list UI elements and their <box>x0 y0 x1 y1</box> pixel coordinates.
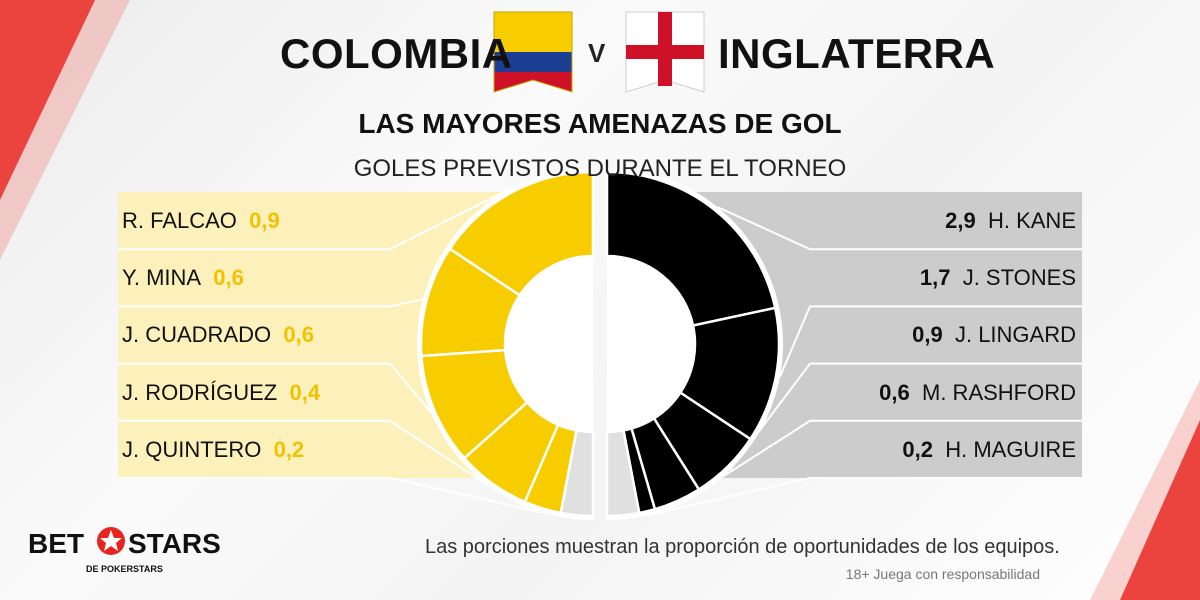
connector-h-maguire <box>647 477 1082 517</box>
corner-stripe-bottom-right <box>1120 420 1200 600</box>
label-r-falcao: R. FALCAO 0,9 <box>122 208 280 234</box>
team-right-title: INGLATERRA <box>718 30 996 77</box>
player-value: 0,9 <box>249 208 280 233</box>
star-logo-icon <box>97 527 125 555</box>
logo-stars-text: STARS <box>128 528 221 559</box>
player-name: M. RASHFORD <box>922 379 1076 405</box>
player-name: R. FALCAO <box>122 208 237 233</box>
player-name: J. RODRÍGUEZ <box>122 379 278 405</box>
corner-stripe-top-left <box>0 0 95 200</box>
player-value: 1,7 <box>919 265 951 291</box>
corner-stripe-bottom-right-soft <box>1090 380 1200 600</box>
colombia-flag-icon <box>493 11 573 93</box>
slice-h-kane <box>605 170 777 328</box>
connector-m-rashford <box>678 419 1082 506</box>
connector-h-kane <box>717 206 1082 251</box>
donut-chart <box>417 168 783 520</box>
label-j-stones: 1,7 J. STONES <box>920 265 1076 291</box>
slice-other-colombia <box>559 428 595 518</box>
versus-label: V <box>588 38 606 68</box>
player-name: J. CUADRADO <box>122 322 272 348</box>
player-value: 0,6 <box>879 379 910 405</box>
logo-subtext: DE POKERSTARS <box>86 564 163 574</box>
corner-stripe-top-left-soft <box>0 0 130 260</box>
connector-j-quintero <box>118 477 542 514</box>
chart-subtitle: LAS MAYORES AMENAZAS DE GOL <box>358 108 842 139</box>
player-value: 0,2 <box>273 436 305 462</box>
player-value: 0,2 <box>902 436 933 462</box>
label-m-rashford: 0,6 M. RASHFORD <box>879 380 1076 406</box>
label-h-kane: 2,9 H. KANE <box>945 208 1076 234</box>
player-value: 0,6 <box>283 322 314 348</box>
player-value: 0,4 <box>289 379 321 405</box>
team-left-title: COLOMBIA <box>280 30 513 77</box>
logo-bet-text: BET <box>28 528 84 559</box>
england-flag-icon <box>625 11 705 93</box>
player-name: H. MAGUIRE <box>945 436 1076 462</box>
footnote: Las porciones muestran la proporción de … <box>425 536 1060 558</box>
connector-j-rodriguez <box>118 419 491 488</box>
player-value: 0,9 <box>912 322 943 348</box>
label-y-mina: Y. MINA 0,6 <box>122 265 244 291</box>
connector-y-mina <box>118 298 424 308</box>
player-value: 2,9 <box>945 208 976 233</box>
player-name: J. LINGARD <box>954 322 1076 348</box>
player-name: Y. MINA <box>122 265 202 291</box>
player-name: H. KANE <box>987 208 1076 233</box>
connector-j-stones <box>779 305 1082 378</box>
slice-other-inglaterra <box>605 428 641 518</box>
disclaimer: 18+ Juega con responsabilidad <box>845 566 1040 582</box>
player-name: J. STONES <box>962 265 1076 291</box>
label-j-cuadrado: J. CUADRADO 0,6 <box>122 322 314 348</box>
label-h-maguire: 0,2 H. MAGUIRE <box>902 437 1076 463</box>
label-j-quintero: J. QUINTERO 0,2 <box>122 437 304 463</box>
label-j-rodriguez: J. RODRÍGUEZ 0,4 <box>122 380 320 406</box>
chart-caption: GOLES PREVISTOS DURANTE EL TORNEO <box>353 155 847 182</box>
player-name: J. QUINTERO <box>122 436 262 462</box>
player-value: 0,6 <box>213 265 244 291</box>
connector-r-falcao <box>118 187 511 251</box>
connector-j-cuadrado <box>118 362 432 413</box>
label-j-lingard: 0,9 J. LINGARD <box>912 322 1076 348</box>
